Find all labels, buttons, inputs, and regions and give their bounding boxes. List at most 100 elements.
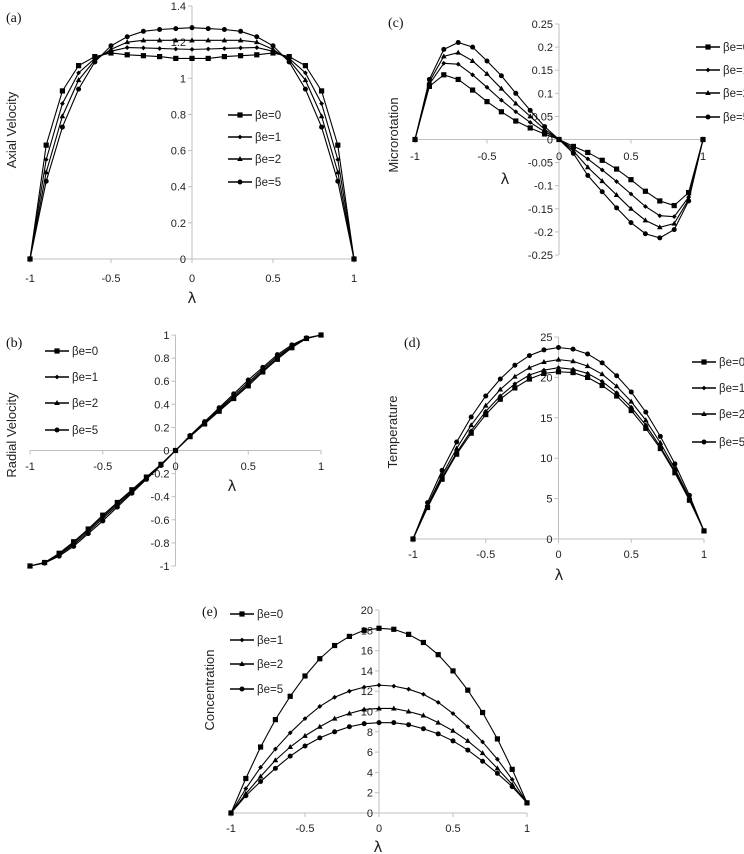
data-point: [526, 376, 532, 382]
chart-panel-d: -1 -0.5 0 0.5 10510152025λTemperature(d)βe=0…: [385, 332, 744, 584]
y-tick-label: 5: [546, 494, 552, 506]
data-point: [27, 256, 33, 262]
data-point: [585, 351, 591, 357]
legend-label: βe=1: [723, 65, 744, 77]
data-point: [257, 773, 264, 779]
x-tick-label: 0: [189, 273, 195, 285]
data-point: [421, 691, 426, 697]
x-tick-label: -1: [25, 461, 35, 473]
data-point: [376, 720, 382, 726]
data-point: [614, 390, 620, 396]
data-point: [614, 205, 620, 211]
data-point: [556, 345, 561, 351]
data-point: [187, 432, 193, 438]
data-point: [585, 370, 590, 376]
data-point: [43, 169, 49, 175]
legend-marker: [54, 400, 60, 405]
y-tick-label: 0.6: [154, 376, 169, 388]
panel-label: (d): [404, 336, 421, 351]
y-tick-label: 0: [546, 534, 552, 546]
y-tick-label: -0.4: [151, 492, 170, 504]
data-point: [76, 86, 82, 92]
data-point: [455, 76, 461, 83]
data-point: [205, 37, 211, 43]
legend-label: βe=1: [72, 372, 98, 384]
x-tick-label: -1: [410, 151, 420, 163]
data-point: [317, 735, 323, 741]
legend-label: βe=0: [723, 42, 744, 54]
legend-label: βe=0: [719, 357, 744, 369]
data-point: [642, 188, 648, 194]
data-point: [272, 765, 278, 771]
data-point: [585, 149, 591, 156]
x-tick-label: 1: [524, 823, 530, 835]
data-point: [302, 716, 308, 722]
data-point: [484, 99, 490, 105]
data-point: [614, 393, 620, 399]
data-point: [222, 46, 227, 51]
data-point: [405, 708, 412, 714]
y-tick-label: 10: [540, 453, 552, 465]
data-point: [391, 705, 397, 711]
data-point: [469, 57, 476, 63]
series-circle: [412, 39, 706, 241]
data-point: [254, 39, 260, 45]
series-circle: [410, 345, 707, 542]
data-point: [497, 376, 503, 382]
data-point: [643, 422, 649, 428]
legend-entry: βe=1: [228, 132, 281, 144]
x-tick-label: 0.5: [265, 273, 280, 285]
legend-marker: [237, 112, 243, 118]
data-point: [585, 156, 591, 162]
y-tick-label: -0.6: [151, 515, 170, 527]
data-point: [701, 528, 707, 534]
data-point: [524, 800, 530, 806]
data-point: [628, 389, 634, 395]
data-point: [124, 45, 130, 50]
data-point: [484, 58, 490, 64]
data-point: [509, 777, 515, 782]
data-point: [303, 70, 308, 76]
data-point: [426, 76, 432, 82]
series-circle: [228, 720, 530, 816]
data-point: [686, 198, 692, 204]
data-point: [302, 77, 309, 83]
x-tick-label: 0: [376, 823, 382, 835]
data-point: [302, 743, 308, 749]
data-point: [686, 190, 692, 196]
data-point: [498, 109, 504, 115]
data-point: [205, 46, 211, 52]
y-tick-label: -0.8: [151, 538, 170, 550]
data-point: [100, 518, 106, 524]
data-point: [318, 332, 324, 338]
legend-entry: βe=2: [696, 88, 744, 100]
data-point: [216, 405, 222, 411]
x-tick-label: -0.5: [102, 273, 121, 285]
data-point: [245, 377, 251, 383]
legend-marker: [701, 439, 707, 445]
data-point: [76, 70, 81, 76]
data-point: [391, 683, 397, 689]
legend-marker: [237, 134, 243, 140]
legend-entry: βe=1: [45, 372, 98, 384]
x-tick-label: 0: [556, 151, 562, 163]
data-point: [439, 472, 445, 478]
data-point: [513, 100, 519, 106]
data-point: [376, 705, 382, 711]
data-point: [43, 142, 49, 148]
data-point: [157, 54, 163, 60]
data-point: [59, 113, 66, 119]
data-point: [454, 439, 460, 445]
data-point: [671, 214, 677, 220]
data-point: [173, 26, 179, 32]
data-point: [317, 704, 323, 709]
data-point: [286, 59, 292, 65]
legend-label: βe=2: [719, 409, 744, 421]
legend-marker: [701, 385, 707, 391]
data-point: [527, 107, 533, 113]
x-tick-label: -0.5: [476, 549, 495, 561]
data-point: [189, 37, 195, 43]
panel-label: (c): [388, 16, 404, 31]
data-point: [570, 358, 576, 364]
data-point: [455, 39, 461, 45]
